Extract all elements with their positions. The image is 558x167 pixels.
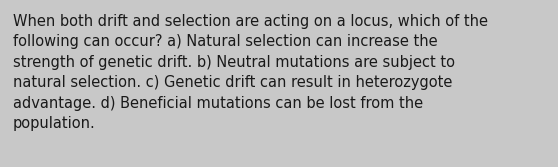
Text: When both drift and selection are acting on a locus, which of the
following can : When both drift and selection are acting… [13, 14, 488, 131]
